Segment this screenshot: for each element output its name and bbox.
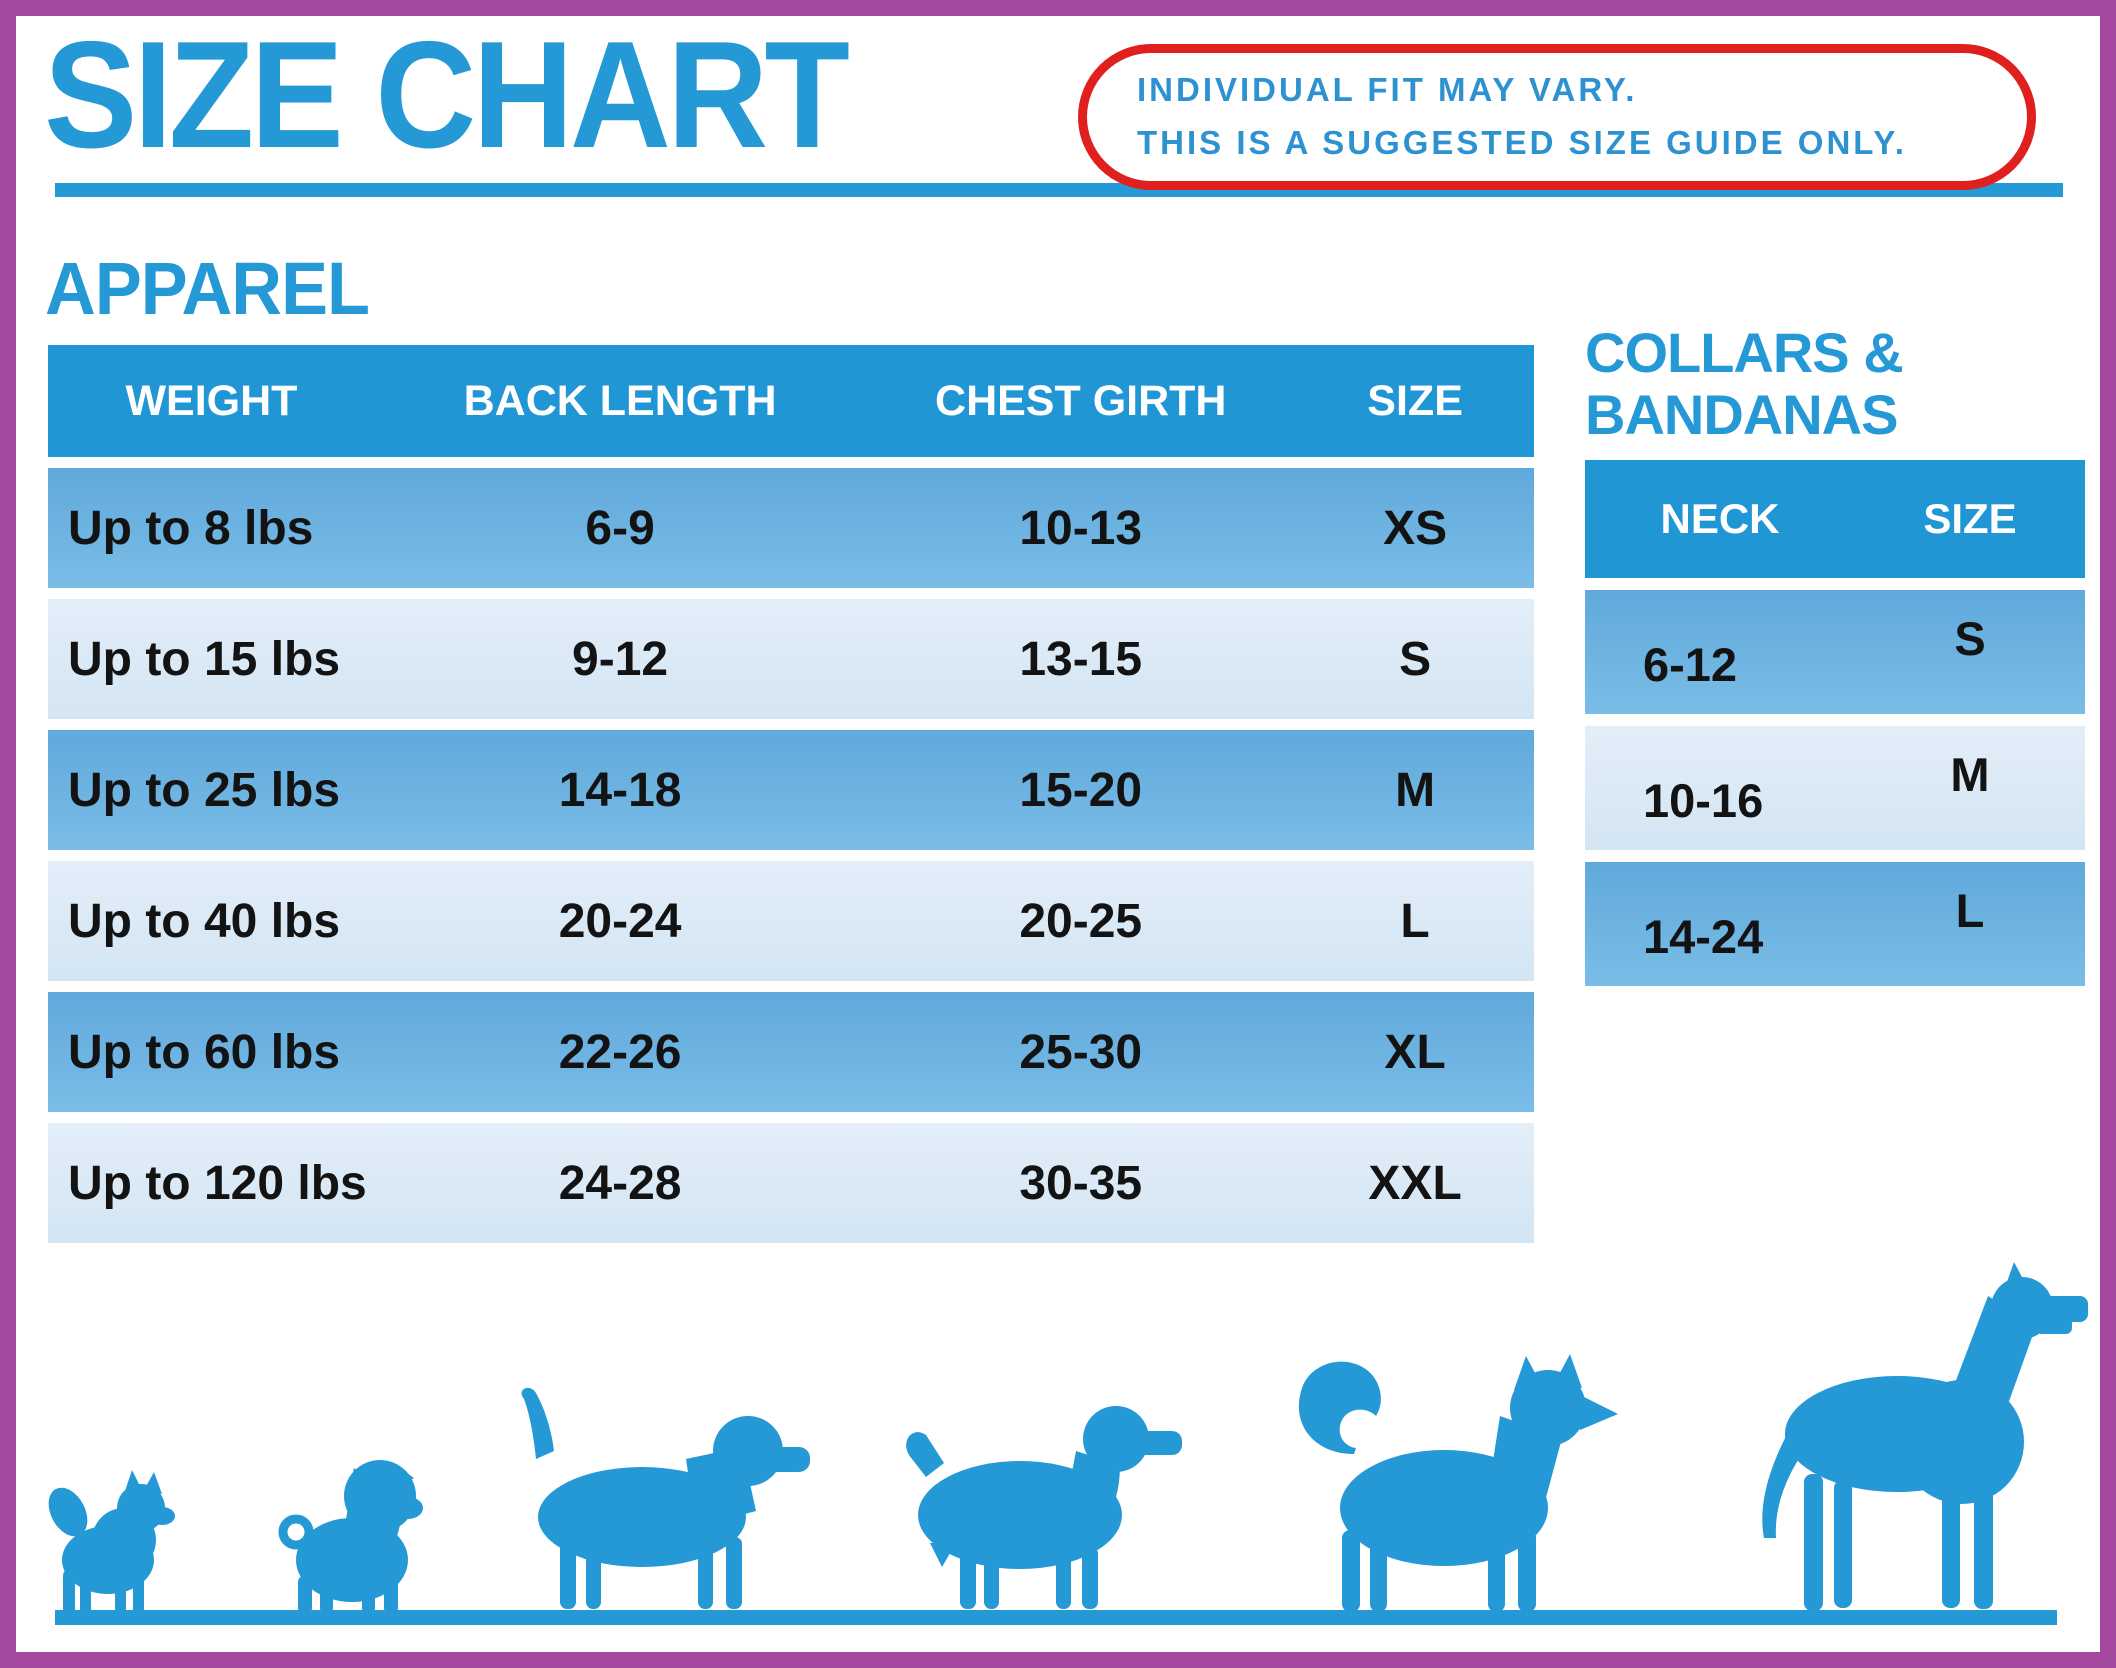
- chest-girth-cell: 15-20: [1019, 763, 1143, 817]
- apparel-table-header-row: WEIGHT BACK LENGTH CHEST GIRTH SIZE: [48, 345, 1534, 457]
- neck-cell: 10-16: [1643, 773, 1764, 827]
- neck-cell: 14-24: [1643, 909, 1764, 963]
- back-length-cell: 24-28: [558, 1156, 682, 1210]
- collars-table-header-row: NECK SIZE: [1585, 460, 2085, 578]
- back-length-cell: 9-12: [572, 632, 669, 686]
- pug-silhouette-icon: [278, 1460, 423, 1614]
- page-title: SIZE CHART: [44, 10, 850, 180]
- size-cell: M: [1950, 747, 1990, 801]
- table-row: 10-16 M: [1585, 726, 2085, 850]
- size-column-header: SIZE: [1923, 495, 2017, 542]
- husky-silhouette-icon: [1298, 1354, 1618, 1612]
- size-column-header: SIZE: [1367, 376, 1463, 425]
- size-cell: XL: [1384, 1025, 1446, 1079]
- size-cell: S: [1954, 611, 1986, 665]
- table-row: Up to 60 lbs 22-26 25-30 XL: [48, 992, 1534, 1112]
- chest-girth-cell: 25-30: [1019, 1025, 1143, 1079]
- chest-girth-cell: 30-35: [1019, 1156, 1143, 1210]
- size-cell: M: [1395, 763, 1436, 817]
- back-length-cell: 22-26: [558, 1025, 682, 1079]
- table-row: Up to 120 lbs 24-28 30-35 XXL: [48, 1123, 1534, 1243]
- back-length-cell: 20-24: [558, 894, 682, 948]
- neck-column-header: NECK: [1660, 495, 1780, 542]
- back-length-cell: 6-9: [585, 501, 655, 555]
- great-dane-silhouette-icon: [1762, 1262, 2088, 1611]
- table-row: 14-24 L: [1585, 862, 2085, 986]
- chest-girth-cell: 13-15: [1019, 632, 1143, 686]
- size-cell: L: [1955, 883, 1985, 937]
- fit-disclaimer-line2: THIS IS A SUGGESTED SIZE GUIDE ONLY.: [1137, 124, 1907, 161]
- weight-cell: Up to 8 lbs: [68, 501, 314, 555]
- table-row: 6-12 S: [1585, 590, 2085, 714]
- size-cell: XS: [1383, 501, 1448, 555]
- collars-heading-line1: COLLARS &: [1585, 321, 1904, 384]
- neck-cell: 6-12: [1643, 637, 1738, 691]
- chest-girth-column-header: CHEST GIRTH: [935, 376, 1227, 425]
- fit-disclaimer-callout: INDIVIDUAL FIT MAY VARY. THIS IS A SUGGE…: [1078, 44, 2036, 190]
- chest-girth-cell: 20-25: [1019, 894, 1143, 948]
- chest-girth-cell: 10-13: [1019, 501, 1143, 555]
- collars-heading-line2: BANDANAS: [1585, 382, 1898, 446]
- weight-cell: Up to 15 lbs: [68, 632, 341, 686]
- weight-cell: Up to 25 lbs: [68, 763, 341, 817]
- weight-cell: Up to 120 lbs: [68, 1156, 367, 1210]
- size-cell: XXL: [1368, 1156, 1462, 1210]
- beagle-silhouette-icon: [521, 1387, 810, 1609]
- weight-cell: Up to 40 lbs: [68, 894, 341, 948]
- weight-cell: Up to 60 lbs: [68, 1025, 341, 1079]
- ground-line: [55, 1610, 2057, 1625]
- size-cell: S: [1399, 632, 1432, 686]
- collars-size-table: NECK SIZE 6-12 S 10-16 M 14-24 L: [1585, 460, 2085, 986]
- table-row: Up to 15 lbs 9-12 13-15 S: [48, 599, 1534, 719]
- size-cell: L: [1400, 894, 1430, 948]
- table-row: Up to 40 lbs 20-24 20-25 L: [48, 861, 1534, 981]
- table-row: Up to 8 lbs 6-9 10-13 XS: [48, 468, 1534, 588]
- back-length-column-header: BACK LENGTH: [463, 376, 777, 425]
- spaniel-silhouette-icon: [906, 1406, 1182, 1609]
- collars-section-heading: COLLARS & BANDANAS: [1585, 321, 1904, 446]
- back-length-cell: 14-18: [558, 763, 682, 817]
- apparel-section-heading: APPAREL: [45, 247, 370, 330]
- toy-dog-silhouette-icon: [48, 1470, 175, 1614]
- table-row: Up to 25 lbs 14-18 15-20 M: [48, 730, 1534, 850]
- fit-disclaimer-line1: INDIVIDUAL FIT MAY VARY.: [1137, 71, 1638, 109]
- apparel-size-table: WEIGHT BACK LENGTH CHEST GIRTH SIZE Up t…: [48, 345, 1534, 1243]
- weight-column-header: WEIGHT: [125, 376, 298, 425]
